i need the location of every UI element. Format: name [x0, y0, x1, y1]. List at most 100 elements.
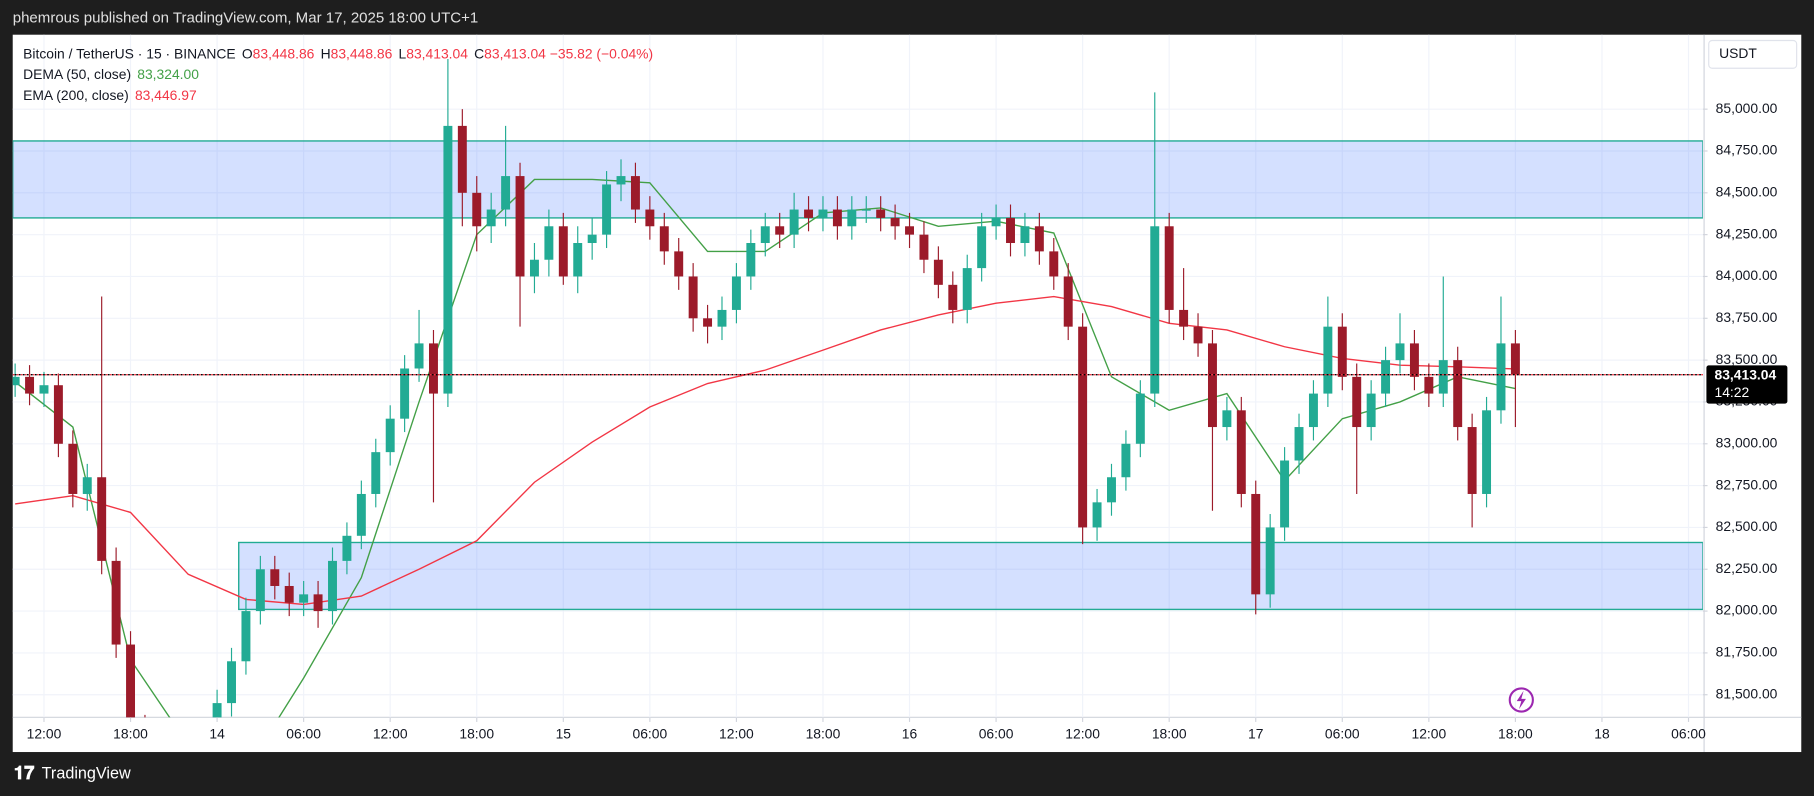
y-tick-label: 83,500.00: [1716, 351, 1778, 367]
candle-body: [948, 284, 958, 310]
alert-icon[interactable]: [1508, 687, 1534, 713]
unit-box[interactable]: [1708, 39, 1798, 69]
x-tick-label: 12:00: [1411, 725, 1446, 741]
x-tick-label: 18:00: [1498, 725, 1533, 741]
candle-body: [905, 226, 914, 235]
candle-body: [731, 276, 741, 310]
x-tick-label: 18: [1594, 725, 1610, 741]
candle-body: [1020, 226, 1030, 244]
candle-body: [1063, 276, 1073, 327]
x-tick-label: 17: [1248, 725, 1264, 741]
candle-body: [400, 368, 410, 419]
ohlc-key: O: [242, 45, 253, 61]
x-tick-label: 06:00: [1325, 725, 1360, 741]
candle-body: [962, 268, 972, 310]
candle-body: [1121, 443, 1131, 478]
candle-body: [126, 644, 136, 718]
candle-body: [558, 226, 568, 277]
candle-body: [212, 703, 222, 718]
y-tick-label: 82,500.00: [1716, 518, 1778, 534]
countdown-label: 14:22: [1715, 384, 1750, 400]
candle-body: [472, 192, 482, 227]
candle-body: [832, 209, 842, 227]
candle-body: [789, 209, 799, 235]
candle-body: [82, 477, 92, 494]
candle-body: [1193, 326, 1203, 344]
candle-body: [1265, 527, 1275, 595]
candle-body: [703, 318, 713, 327]
candle-body: [746, 243, 756, 277]
indicator-value: 83,324.00: [137, 66, 199, 82]
candle-body: [241, 611, 251, 662]
candle-body: [630, 176, 640, 210]
y-tick-label: 82,250.00: [1716, 560, 1778, 576]
candle-body: [847, 209, 857, 227]
candle-body: [1482, 410, 1492, 494]
y-tick-label: 83,750.00: [1716, 309, 1778, 325]
y-tick-label: 84,000.00: [1716, 267, 1778, 283]
publisher-line: phemrous published on TradingView.com, M…: [13, 9, 479, 26]
candle-body: [1453, 360, 1463, 428]
candle-body: [414, 343, 424, 369]
candle-body: [876, 209, 886, 218]
x-tick-label: 06:00: [1671, 725, 1706, 741]
candle-body: [328, 560, 337, 612]
candle-body: [529, 259, 539, 277]
candle-body: [486, 209, 496, 227]
candle-body: [1207, 343, 1217, 428]
x-tick-label: 12:00: [719, 725, 754, 741]
x-tick-label: 18:00: [459, 725, 494, 741]
y-tick-label: 81,500.00: [1716, 685, 1778, 701]
zone: [12, 140, 1703, 219]
candle-body: [674, 251, 684, 277]
candle-body: [1366, 393, 1376, 428]
candle-body: [1107, 477, 1116, 503]
brand[interactable]: TradingView: [42, 764, 131, 782]
candle-body: [227, 661, 236, 704]
candle-body: [1496, 343, 1506, 411]
legend-row: Bitcoin / TetherUS · 15 · BINANCE O83,44…: [23, 45, 653, 61]
candle-body: [977, 226, 987, 269]
zone: [238, 541, 1703, 611]
candle-body: [1424, 376, 1434, 394]
y-tick-label: 82,000.00: [1716, 602, 1778, 618]
x-tick-label: 16: [902, 725, 918, 741]
ohlc-value: 83,448.86: [253, 45, 315, 61]
x-tick-label: 14: [209, 725, 225, 741]
candle-body: [1078, 326, 1088, 528]
x-tick-label: 06:00: [632, 725, 667, 741]
candle-body: [1236, 410, 1246, 494]
indicator-name: DEMA (50, close): [23, 66, 131, 82]
candle-body: [1510, 343, 1520, 375]
candle-body: [12, 376, 20, 386]
x-tick-label: 15: [556, 725, 572, 741]
ohlc-value: 83,413.04: [406, 45, 468, 61]
change: −35.82 (−0.04%): [550, 45, 653, 61]
candle-body: [933, 259, 943, 285]
candle-body: [429, 343, 438, 394]
candle-body: [659, 226, 669, 252]
last-price-box: [1706, 365, 1788, 404]
candle-body: [39, 385, 49, 394]
candle-body: [313, 594, 323, 612]
candle-body: [616, 176, 626, 185]
x-tick-label: 12:00: [373, 725, 408, 741]
x-tick-label: 12:00: [27, 725, 62, 741]
candle-body: [1006, 217, 1015, 244]
y-tick-label: 81,750.00: [1716, 644, 1778, 660]
candle-body: [1381, 360, 1391, 394]
candle-body: [1294, 427, 1304, 461]
y-tick-label: 84,250.00: [1716, 225, 1778, 241]
candle-body: [544, 226, 554, 260]
axes: 81,500.00 81,750.00 82,000.00 82,250.00 82,5…: [12, 100, 1788, 741]
last-price-label: 83,413.04: [1715, 367, 1777, 383]
candle-body: [25, 376, 35, 394]
candle-body: [1323, 326, 1333, 394]
ohlc-key: C: [474, 45, 484, 61]
candle-body: [255, 569, 265, 612]
y-tick-label: 83,000.00: [1716, 434, 1778, 450]
candle-body: [1164, 226, 1174, 310]
unit-label: USDT: [1719, 45, 1757, 61]
